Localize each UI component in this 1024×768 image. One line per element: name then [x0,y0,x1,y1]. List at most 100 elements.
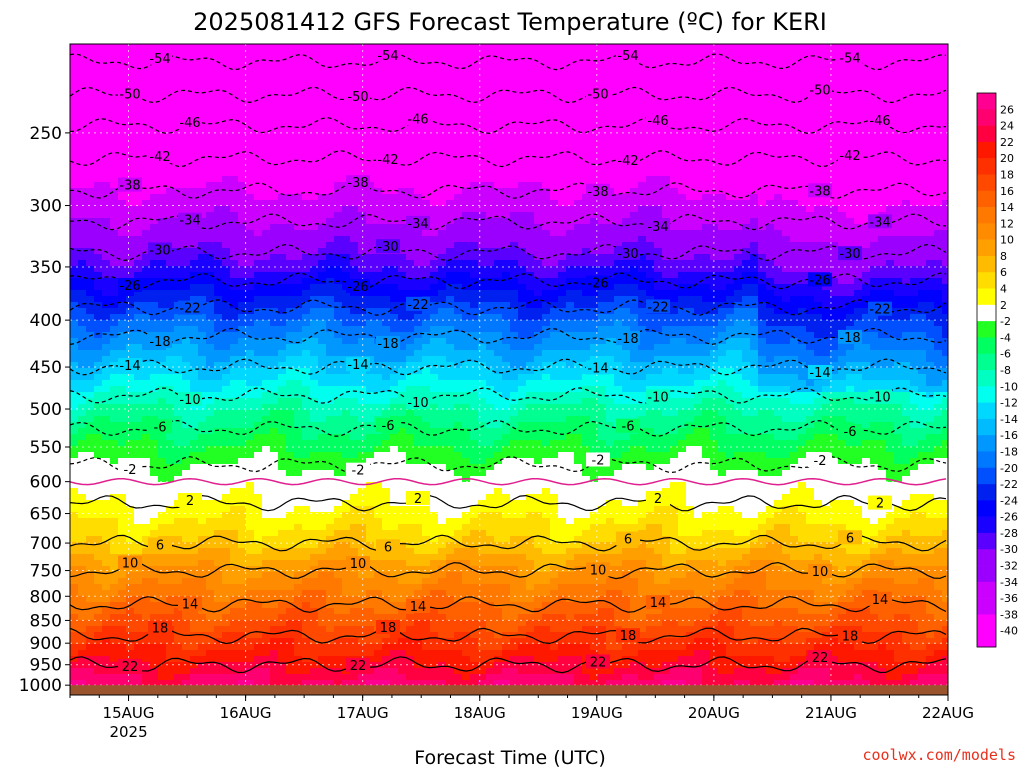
contour-label-bg [346,462,370,477]
contour-label: -26 [119,279,140,294]
contour-label-bg [586,562,610,577]
colorbar-tick-label: -34 [1000,576,1018,589]
contour-label-bg [646,595,670,610]
contour-label: -18 [377,337,398,352]
contour-line--6 [70,419,947,438]
contour-label-bg [376,417,400,432]
contour-label-bg [868,112,892,127]
contour-label: -14 [809,366,830,381]
contour-label: -54 [617,49,638,64]
contour-label: -34 [179,214,200,229]
contour-label: -10 [869,391,890,406]
contour-label: -18 [839,331,860,346]
contour-label: 18 [620,629,637,644]
contour-label: -26 [587,277,608,292]
contour-label: -10 [647,390,668,405]
contour-line--26 [70,272,947,290]
y-tick-label: 500 [30,400,62,420]
contour-label: -34 [407,217,428,232]
contour-label: 22 [812,651,829,666]
contour-label: -50 [809,84,830,99]
contour-label-bg [808,365,832,379]
contour-label: 14 [410,600,427,615]
contour-label-bg [148,537,172,552]
contour-label-bg [406,599,430,613]
y-tick-label: 800 [30,587,62,607]
contour-label: -42 [149,150,170,165]
contour-label: -30 [839,247,860,262]
contour-label-bg [148,333,172,348]
y-tick-label: 400 [30,311,62,331]
contour-label-bg [178,596,202,611]
contour-label-bg [586,452,610,467]
colorbar-segment [977,451,996,469]
contour-label-bg [868,591,892,606]
contour-line-14 [70,595,947,613]
colorbar-segment [977,174,996,192]
contour-label: 22 [350,659,367,674]
contour-line-10 [70,561,947,580]
contour-label-bg [346,357,370,372]
x-tick-label: 19AUG [571,704,623,722]
contour-label-bg [118,278,142,292]
contour-label: -42 [617,154,638,169]
contour-label-bg [118,86,142,101]
contour-label: 22 [590,656,607,671]
contour-label-bg [346,556,370,571]
contour-label-bg [406,111,430,126]
contour-label: -50 [347,90,368,105]
colorbar-tick-label: -24 [1000,494,1018,507]
contour-label: -38 [809,184,830,199]
contour-label-bg [346,89,370,104]
contour-label-bg [808,82,832,97]
contour-label-bg [178,115,202,130]
colorbar-tick-label: -8 [1000,364,1011,377]
contour-label-bg [376,152,400,167]
contour-label-bg [838,148,862,163]
colorbar-tick-label: -18 [1000,445,1018,458]
contour-label-bg [616,628,640,643]
y-tick-label: 850 [30,611,62,631]
contour-label-bg [616,531,640,546]
contour-label: 6 [846,531,854,546]
colorbar-segment [977,500,996,517]
colorbar-segment [977,614,996,632]
colorbar-segment [977,109,996,126]
colorbar-segment [977,207,996,224]
colorbar-segment [977,370,996,387]
contour-label: 18 [842,629,859,644]
colorbar-tick-label: -28 [1000,527,1018,540]
contour-label: -30 [149,244,170,259]
contour-label-bg [808,453,832,467]
contour-label: -38 [587,185,608,200]
contour-label-bg [406,215,430,230]
surface-band [70,685,948,695]
contour-label: -42 [839,149,860,164]
colorbar-segment [977,321,996,338]
contour-label-bg [148,419,172,434]
contour-label-bg [178,493,202,507]
colorbar-tick-label: 12 [1000,217,1014,230]
contour-label-bg [118,358,142,372]
contour-label: 2 [414,492,422,507]
colorbar-segment [977,93,996,110]
y-tick-label: 950 [30,656,62,676]
contour-label: -34 [647,220,668,235]
contour-label-bg [118,461,142,476]
contour-label-bg [346,278,370,293]
x-tick-label: 16AUG [220,704,272,722]
colorbar-segment [977,598,996,615]
contour-label-bg [646,112,670,127]
y-tick-label: 700 [30,534,62,554]
y-tick-label: 350 [30,258,62,278]
colorbar-segment [977,581,996,599]
contour-line--14 [70,358,947,376]
contour-label-bg [118,177,142,192]
contour-line-22 [70,656,947,674]
contour-label: -26 [809,273,830,288]
contour-label-bg [118,659,142,673]
x-tick-label: 21AUG [805,704,857,722]
colorbar-tick-label: -2 [1000,315,1011,328]
contour-label: -46 [179,116,200,131]
